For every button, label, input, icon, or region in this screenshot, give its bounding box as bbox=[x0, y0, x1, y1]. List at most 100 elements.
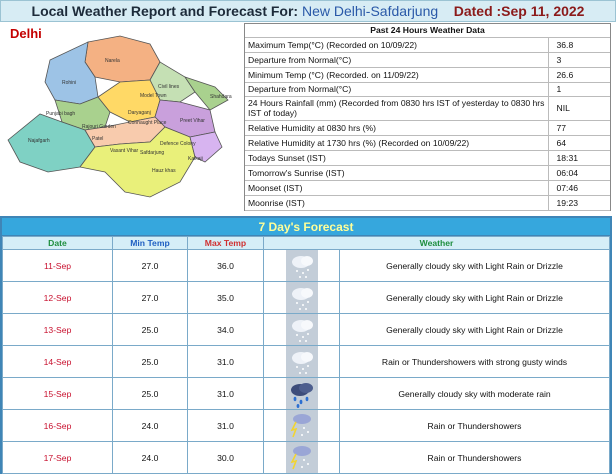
past-24h-table: Past 24 Hours Weather Data Maximum Temp(… bbox=[245, 24, 610, 211]
svg-text:Hauz khas: Hauz khas bbox=[152, 168, 176, 174]
forecast-icon-cell bbox=[263, 377, 340, 410]
past-row-value: 64 bbox=[547, 135, 610, 151]
svg-text:Daryaganj: Daryaganj bbox=[128, 110, 151, 116]
past-row-label: Moonset (IST) bbox=[245, 180, 548, 196]
forecast-max-temp: 30.0 bbox=[187, 441, 264, 474]
forecast-max-temp: 36.0 bbox=[187, 249, 264, 282]
svg-text:Najafgarh: Najafgarh bbox=[28, 138, 50, 144]
forecast-min-temp: 25.0 bbox=[112, 313, 188, 346]
station-name: New Delhi-Safdarjung bbox=[301, 3, 439, 19]
forecast-min-temp: 24.0 bbox=[112, 409, 188, 442]
report-title-prefix: Local Weather Report and Forecast For: bbox=[31, 3, 299, 19]
forecast-weather: Generally cloudy sky with Light Rain or … bbox=[339, 281, 610, 314]
past-row-label: Maximum Temp(°C) (Recorded on 10/09/22) bbox=[245, 37, 548, 53]
col-header-max-temp: Max Temp bbox=[187, 236, 264, 250]
district-northeast bbox=[184, 76, 229, 111]
past-row-label: Relative Humidity at 1730 hrs (%) (Recor… bbox=[245, 135, 548, 151]
svg-text:Rohini: Rohini bbox=[62, 80, 76, 86]
forecast-min-temp: 25.0 bbox=[112, 377, 188, 410]
past-24h-panel: Past 24 Hours Weather Data Maximum Temp(… bbox=[244, 23, 611, 211]
past-row-label: Departure from Normal(°C) bbox=[245, 52, 548, 68]
forecast-min-temp: 25.0 bbox=[112, 345, 188, 378]
past-row-label: Tomorrow's Sunrise (IST) bbox=[245, 165, 548, 181]
forecast-icon-cell bbox=[263, 409, 340, 442]
forecast-date: 15-Sep bbox=[2, 377, 113, 410]
past-row-value: 19:23 bbox=[547, 195, 610, 211]
cloud-drizzle-icon bbox=[285, 250, 318, 281]
past-24h-title: Past 24 Hours Weather Data bbox=[245, 24, 610, 38]
forecast-max-temp: 31.0 bbox=[187, 377, 264, 410]
forecast-panel: 7 Day's Forecast Date Min Temp Max Temp … bbox=[0, 216, 612, 474]
district-southeast bbox=[189, 131, 223, 163]
forecast-min-temp: 24.0 bbox=[112, 441, 188, 474]
svg-text:Punjabi bagh: Punjabi bagh bbox=[46, 111, 75, 117]
cloud-rain-icon bbox=[285, 378, 318, 409]
past-row-value: 07:46 bbox=[547, 180, 610, 196]
forecast-icon-cell bbox=[263, 249, 340, 282]
forecast-title: 7 Day's Forecast bbox=[2, 218, 610, 236]
past-row-value: 3 bbox=[547, 52, 610, 68]
svg-text:Patel: Patel bbox=[92, 136, 103, 142]
col-header-weather: Weather bbox=[263, 236, 610, 250]
district-north bbox=[84, 35, 161, 83]
forecast-max-temp: 31.0 bbox=[187, 409, 264, 442]
past-row-label: Departure from Normal(°C) bbox=[245, 82, 548, 97]
past-row-value: 18:31 bbox=[547, 150, 610, 166]
past-row-value: 26.6 bbox=[547, 67, 610, 83]
forecast-date: 16-Sep bbox=[2, 409, 113, 442]
col-header-date: Date bbox=[2, 236, 113, 250]
svg-text:Connaught Place: Connaught Place bbox=[128, 120, 167, 126]
svg-text:Vasant Vihar: Vasant Vihar bbox=[110, 148, 139, 154]
past-row-value: NIL bbox=[547, 96, 610, 121]
cloud-drizzle-icon bbox=[285, 346, 318, 377]
svg-text:Rajouri Garden: Rajouri Garden bbox=[82, 124, 116, 130]
past-row-value: 36.8 bbox=[547, 37, 610, 53]
svg-text:Civil lines: Civil lines bbox=[158, 84, 180, 90]
svg-text:Kalkaji: Kalkaji bbox=[188, 156, 203, 162]
forecast-row: 17-Sep 24.0 30.0 Rain or Thundershowers bbox=[2, 441, 610, 474]
cloud-drizzle-icon bbox=[285, 282, 318, 313]
svg-text:Narela: Narela bbox=[105, 58, 120, 64]
past-row-label: Relative Humidity at 0830 hrs (%) bbox=[245, 120, 548, 136]
forecast-date: 17-Sep bbox=[2, 441, 113, 474]
thunderstorm-icon bbox=[285, 410, 318, 441]
past-row-label: 24 Hours Rainfall (mm) (Recorded from 08… bbox=[245, 96, 548, 121]
past-row-value: 06:04 bbox=[547, 165, 610, 181]
forecast-max-temp: 35.0 bbox=[187, 281, 264, 314]
past-row-label: Moonrise (IST) bbox=[245, 195, 548, 211]
forecast-date: 11-Sep bbox=[2, 249, 113, 282]
past-row-value: 1 bbox=[547, 82, 610, 97]
svg-text:Shahdara: Shahdara bbox=[210, 94, 232, 100]
forecast-row: 13-Sep 25.0 34.0 Generally cloudy sky with … bbox=[2, 313, 610, 346]
past-row-label: Minimum Temp (°C) (Recorded. on 11/09/22… bbox=[245, 67, 548, 83]
past-row-label: Todays Sunset (IST) bbox=[245, 150, 548, 166]
report-date: Dated :Sep 11, 2022 bbox=[453, 3, 585, 19]
forecast-weather: Rain or Thundershowers bbox=[339, 441, 610, 474]
forecast-weather: Generally cloudy sky with moderate rain bbox=[339, 377, 610, 410]
svg-text:Preet Vihar: Preet Vihar bbox=[180, 118, 205, 124]
forecast-weather: Generally cloudy sky with Light Rain or … bbox=[339, 313, 610, 346]
forecast-icon-cell bbox=[263, 313, 340, 346]
forecast-row: 14-Sep 25.0 31.0 Rain or Thundershowers wit… bbox=[2, 345, 610, 378]
district-south bbox=[79, 126, 196, 198]
svg-text:Defence Colony: Defence Colony bbox=[160, 141, 196, 147]
forecast-max-temp: 31.0 bbox=[187, 345, 264, 378]
forecast-weather: Rain or Thundershowers bbox=[339, 409, 610, 442]
forecast-icon-cell bbox=[263, 281, 340, 314]
forecast-max-temp: 34.0 bbox=[187, 313, 264, 346]
delhi-district-map: Narela Rohini Civil lines Model Town Pun… bbox=[7, 35, 232, 198]
forecast-weather: Rain or Thundershowers with strong gusty… bbox=[339, 345, 610, 378]
col-header-min-temp: Min Temp bbox=[112, 236, 188, 250]
svg-text:Safdarjung: Safdarjung bbox=[140, 150, 164, 156]
cloud-drizzle-icon bbox=[285, 314, 318, 345]
forecast-weather: Generally cloudy sky with Light Rain or … bbox=[339, 249, 610, 282]
forecast-icon-cell bbox=[263, 345, 340, 378]
forecast-row: 16-Sep 24.0 31.0 Rain or Thundershowers bbox=[2, 409, 610, 442]
forecast-date: 13-Sep bbox=[2, 313, 113, 346]
report-title-bar: Local Weather Report and Forecast For: N… bbox=[0, 0, 616, 22]
map-title: Delhi bbox=[10, 26, 42, 41]
delhi-map: Delhi Narela Rohini Civil lines Model To… bbox=[0, 22, 243, 214]
past-row-value: 77 bbox=[547, 120, 610, 136]
forecast-min-temp: 27.0 bbox=[112, 281, 188, 314]
forecast-row: 11-Sep 27.0 36.0 Generally cloudy sky with … bbox=[2, 249, 610, 282]
